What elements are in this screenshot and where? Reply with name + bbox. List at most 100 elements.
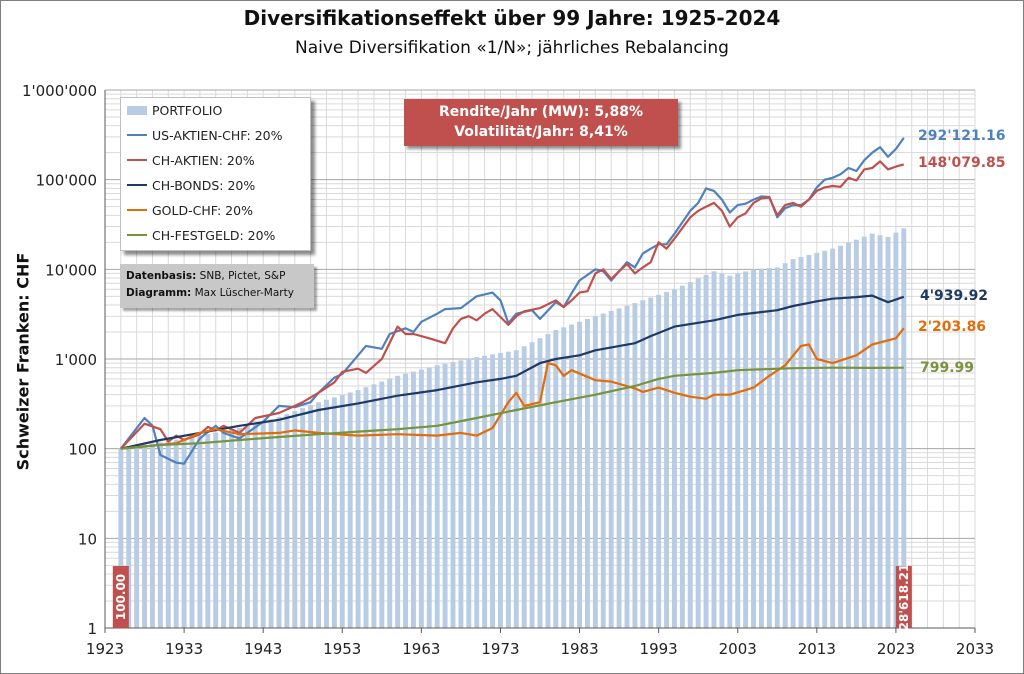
portfolio-bar <box>656 294 662 628</box>
portfolio-bar <box>157 442 163 628</box>
y-tick-label: 1 <box>87 620 97 638</box>
portfolio-bar <box>498 353 503 628</box>
x-tick-label: 1993 <box>640 640 678 658</box>
legend-item-ch-aktien: CH-AKTIEN: 20% <box>127 150 255 170</box>
legend-swatch-ch-aktien <box>127 159 147 161</box>
portfolio-bar <box>672 289 677 628</box>
portfolio-bar <box>197 435 203 628</box>
source-data-value: SNB, Pictet, S&P <box>199 270 286 282</box>
portfolio-bar <box>300 408 306 628</box>
x-tick-label: 2033 <box>956 640 994 658</box>
portfolio-bar <box>126 447 132 628</box>
portfolio-bar <box>885 236 891 628</box>
portfolio-bar <box>213 432 219 628</box>
portfolio-bar <box>276 417 282 628</box>
portfolio-bar <box>403 373 408 628</box>
y-tick-label: 100 <box>68 441 97 459</box>
bar-label-start: 100.00 <box>114 574 128 620</box>
portfolio-bar <box>395 375 401 628</box>
portfolio-bar <box>387 378 393 628</box>
portfolio-bar <box>616 308 622 628</box>
portfolio-bar <box>442 363 448 628</box>
axes: 1923 1933 1943 1953 1963 1973 1983 1993 2003 2013… <box>22 82 994 658</box>
legend-label-ch-bonds: CH-BONDS: 20% <box>152 177 256 193</box>
portfolio-bar <box>774 267 780 628</box>
portfolio-bar <box>118 448 124 628</box>
portfolio-bar <box>237 428 242 628</box>
portfolio-bar <box>703 274 709 628</box>
portfolio-bar <box>434 365 440 628</box>
end-label-festgeld: 799.99 <box>920 360 975 376</box>
portfolio-bar <box>339 394 345 628</box>
legend-swatch-gold <box>127 209 147 211</box>
portfolio-bar <box>260 421 266 628</box>
portfolio-bar <box>252 423 258 628</box>
legend-item-gold: GOLD-CHF: 20% <box>127 200 253 220</box>
portfolio-bar <box>838 245 843 628</box>
portfolio-bar <box>846 242 851 628</box>
source-author-label: Diagramm: <box>126 287 192 299</box>
portfolio-bar <box>355 390 361 628</box>
portfolio-bar <box>743 271 749 628</box>
legend-swatch-festgeld <box>127 234 147 236</box>
y-tick-label: 100'000 <box>36 172 97 190</box>
portfolio-bar <box>482 355 488 628</box>
portfolio-bar <box>577 321 582 628</box>
portfolio-bar <box>458 360 464 628</box>
legend-label-portfolio: PORTFOLIO <box>152 102 223 118</box>
portfolio-bar <box>759 268 764 628</box>
y-tick-label: 10'000 <box>45 261 97 279</box>
y-tick-label: 10 <box>78 530 97 548</box>
portfolio-bar <box>134 446 140 628</box>
y-tick-label: 1'000'000 <box>22 82 97 100</box>
portfolio-bar <box>316 402 321 628</box>
bar-label-start-box <box>112 566 129 628</box>
portfolio-bar <box>173 439 179 628</box>
portfolio-bar <box>521 346 527 628</box>
end-label-ch-aktien: 148'079.85 <box>918 155 1006 171</box>
chart-title: Diversifikationseffekt über 99 Jahre: 19… <box>243 6 781 30</box>
bar-markers: 100.00 28'618.21 <box>112 564 912 630</box>
portfolio-bar <box>901 228 907 628</box>
x-tick-label: 2003 <box>719 640 757 658</box>
portfolio-bar <box>585 318 590 628</box>
portfolio-bar <box>324 399 329 628</box>
portfolio-bar <box>735 273 741 628</box>
series-line-3 <box>120 294 905 450</box>
source-line-data: Datenbasis: SNB, Pictet, S&P <box>126 270 285 282</box>
legend-item-portfolio: PORTFOLIO <box>127 100 222 120</box>
portfolio-bar <box>600 313 606 628</box>
portfolio-bar <box>822 250 828 628</box>
portfolio-bar <box>292 411 298 628</box>
source-line-author: Diagramm: Max Lüscher-Marty <box>126 287 294 299</box>
x-tick-label: 1953 <box>323 640 361 658</box>
legend-item-festgeld: CH-FESTGELD: 20% <box>127 225 275 245</box>
portfolio-bar <box>150 443 155 628</box>
portfolio-bar <box>331 397 337 628</box>
portfolio-bar <box>727 275 733 628</box>
legend-label-us-aktien: US-AKTIEN-CHF: 20% <box>152 127 283 143</box>
portfolio-bar <box>205 434 211 628</box>
portfolio-bar <box>505 351 511 628</box>
portfolio-bar <box>221 431 227 628</box>
portfolio-bar <box>181 438 187 628</box>
portfolio-bar <box>893 232 899 628</box>
end-label-us-aktien: 292'121.16 <box>918 128 1006 144</box>
portfolio-bar <box>592 316 598 628</box>
portfolio-bar <box>418 369 424 628</box>
y-tick-label: 1'000 <box>55 351 97 369</box>
portfolio-bar <box>347 392 353 628</box>
source-author-value: Max Lüscher-Marty <box>194 287 294 299</box>
legend: PORTFOLIO US-AKTIEN-CHF: 20% CH-AKTIEN: … <box>120 97 311 251</box>
portfolio-bar <box>861 236 867 628</box>
portfolio-bar <box>165 440 171 628</box>
x-tick-label: 1963 <box>402 640 440 658</box>
series-line-5 <box>120 366 904 450</box>
chart-subtitle: Naive Diversifikation «1/N»; jährliches … <box>295 38 729 58</box>
x-tick-label: 1983 <box>560 640 598 658</box>
x-tick-label: 1933 <box>165 640 203 658</box>
portfolio-bar <box>687 282 693 628</box>
portfolio-bar <box>474 357 480 628</box>
portfolio-bar <box>308 405 314 628</box>
